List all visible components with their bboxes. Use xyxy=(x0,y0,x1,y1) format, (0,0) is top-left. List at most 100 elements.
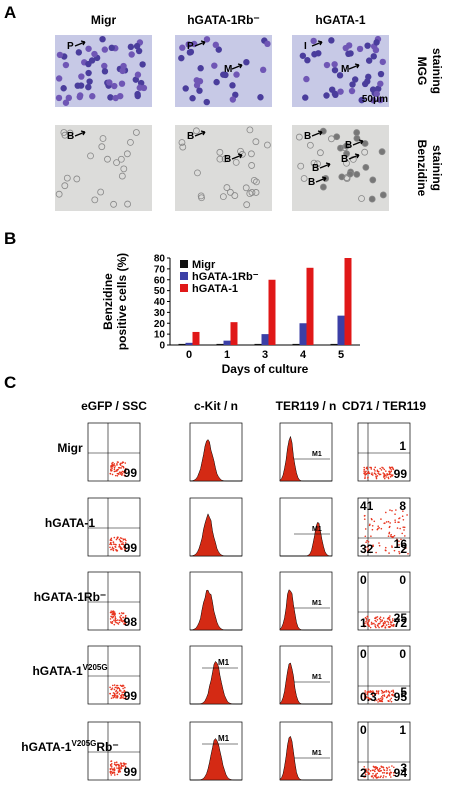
marker-label: P xyxy=(187,41,194,52)
event xyxy=(110,541,112,544)
cell xyxy=(361,148,369,156)
event xyxy=(364,535,367,538)
quadrant-value: 98 xyxy=(124,615,138,629)
event xyxy=(374,466,377,469)
event xyxy=(110,767,113,769)
event xyxy=(113,468,116,471)
event xyxy=(401,532,404,535)
event xyxy=(118,545,120,548)
event xyxy=(398,550,400,553)
cell xyxy=(66,129,74,137)
bar xyxy=(261,334,269,345)
event xyxy=(390,771,393,774)
event xyxy=(112,547,115,550)
cell xyxy=(108,44,115,52)
quadrant-value: 0 xyxy=(360,647,367,661)
arrow xyxy=(311,130,323,137)
column-header: hGATA-1Rb⁻ xyxy=(187,13,260,27)
event xyxy=(390,474,393,477)
micrograph xyxy=(175,125,272,211)
histogram xyxy=(280,522,333,557)
event xyxy=(374,625,377,628)
event xyxy=(125,763,127,765)
row-label: staining xyxy=(430,48,444,94)
cell xyxy=(300,175,308,182)
marker-label: B xyxy=(224,154,231,165)
cell xyxy=(250,176,258,184)
gate-label: M1 xyxy=(312,600,322,607)
event xyxy=(370,468,373,470)
event xyxy=(116,763,118,766)
cell xyxy=(185,41,192,48)
event xyxy=(367,625,370,627)
event xyxy=(391,624,394,627)
cell xyxy=(343,150,350,158)
event xyxy=(393,766,395,769)
event xyxy=(374,775,376,777)
event xyxy=(374,766,377,768)
event xyxy=(387,690,390,693)
arrow xyxy=(231,153,243,160)
histogram xyxy=(190,660,242,705)
event xyxy=(366,546,368,548)
plot-frame xyxy=(279,497,333,557)
marker-label: B xyxy=(312,163,319,174)
cell xyxy=(332,91,339,99)
event xyxy=(390,469,393,471)
y-tick-label: 30 xyxy=(154,308,166,319)
event xyxy=(391,621,393,623)
event xyxy=(375,690,378,693)
event xyxy=(383,473,386,476)
event xyxy=(383,468,386,471)
event xyxy=(392,468,395,471)
arrow xyxy=(311,40,323,47)
event xyxy=(366,615,369,618)
cell xyxy=(369,86,377,93)
event xyxy=(393,534,396,537)
cell xyxy=(252,189,260,196)
cell xyxy=(232,158,240,166)
cell xyxy=(306,141,314,149)
cell xyxy=(119,67,126,75)
event xyxy=(366,623,369,626)
quadrant-value: 16 xyxy=(394,537,408,551)
event xyxy=(117,771,120,774)
cell xyxy=(123,150,131,158)
cell xyxy=(85,45,92,52)
event xyxy=(114,616,116,618)
event xyxy=(110,765,113,767)
event xyxy=(391,545,393,547)
cell xyxy=(343,142,350,150)
cell xyxy=(124,200,131,208)
event xyxy=(377,701,379,703)
cell xyxy=(323,92,330,99)
event xyxy=(397,521,399,523)
cell xyxy=(353,129,361,136)
cell xyxy=(118,172,126,180)
event xyxy=(116,468,118,471)
event xyxy=(388,691,391,694)
cell xyxy=(62,61,70,69)
quadrant-value: 1 xyxy=(399,439,406,453)
event xyxy=(373,520,376,523)
event xyxy=(364,773,367,776)
event xyxy=(110,468,112,471)
row-label: MGG xyxy=(415,57,429,86)
event xyxy=(364,528,367,530)
event xyxy=(402,510,404,512)
event xyxy=(369,697,372,700)
event xyxy=(390,623,392,626)
cell xyxy=(377,96,384,104)
event xyxy=(113,771,115,774)
event xyxy=(396,527,399,529)
event xyxy=(394,519,396,521)
event xyxy=(389,699,392,701)
event xyxy=(124,549,126,552)
event xyxy=(113,694,116,697)
event xyxy=(114,470,117,472)
cell xyxy=(140,84,148,92)
event xyxy=(377,525,379,527)
event xyxy=(372,694,374,697)
marker-label: B xyxy=(308,177,315,188)
cell xyxy=(365,57,373,64)
